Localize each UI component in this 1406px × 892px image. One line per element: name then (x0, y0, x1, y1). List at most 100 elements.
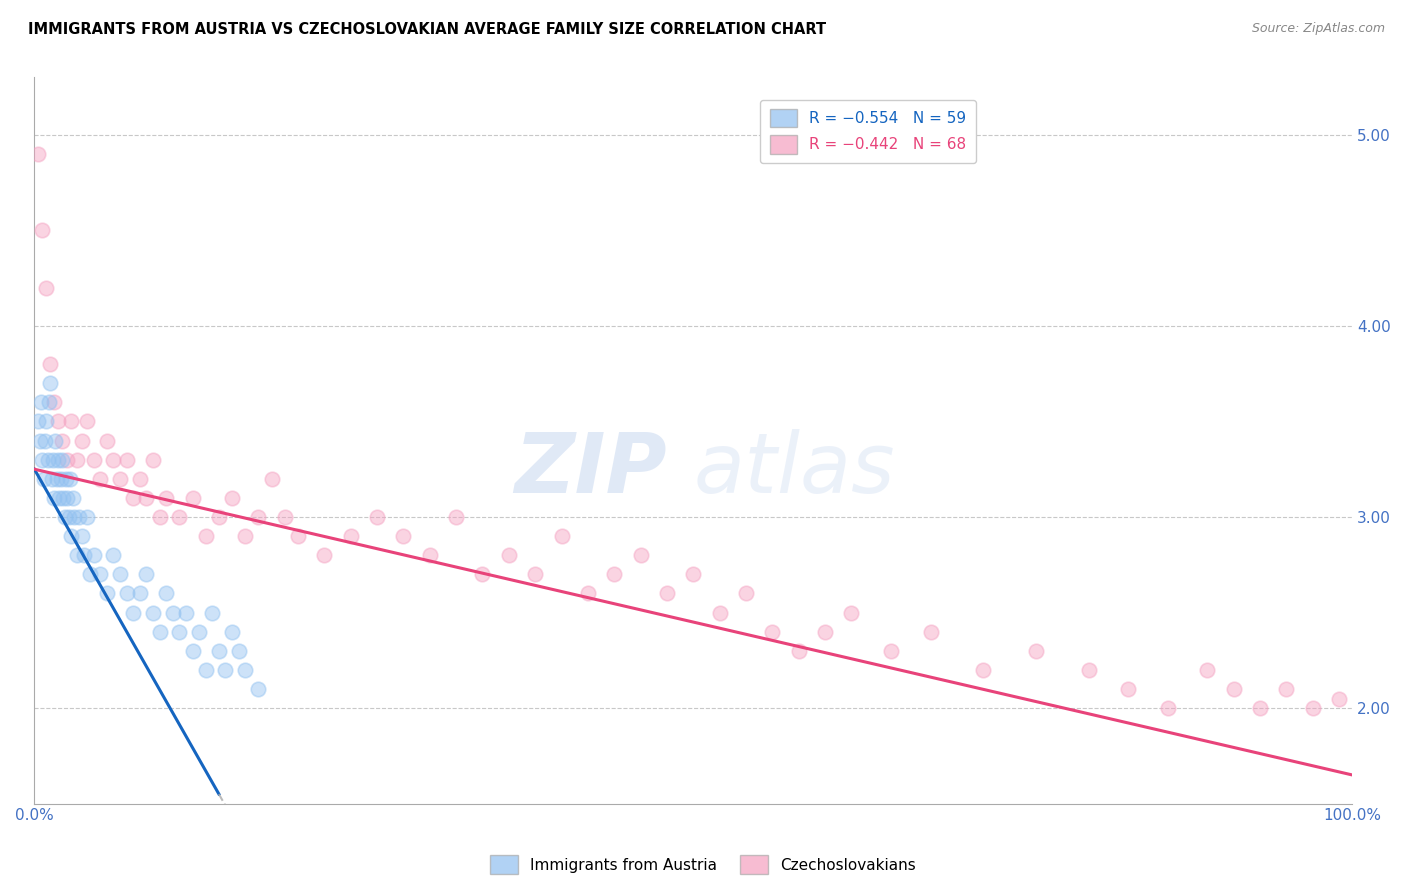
Point (51, 434, 73, 448)
Point (148, 510, 170, 524)
Point (60, 414, 83, 428)
Point (419, 548, 441, 562)
Point (1302, 701, 1324, 715)
Point (53, 510, 76, 524)
Point (524, 567, 547, 582)
Point (880, 644, 903, 658)
Point (761, 624, 783, 639)
Point (155, 491, 177, 505)
Point (142, 452, 165, 467)
Text: Source: ZipAtlas.com: Source: ZipAtlas.com (1251, 22, 1385, 36)
Point (201, 606, 224, 620)
Point (76, 510, 98, 524)
Point (44, 395, 66, 409)
Point (65, 548, 87, 562)
Legend: R = −0.554   N = 59, R = −0.442   N = 68: R = −0.554 N = 59, R = −0.442 N = 68 (761, 100, 976, 163)
Point (115, 452, 138, 467)
Point (38, 395, 60, 409)
Text: atlas: atlas (693, 429, 896, 510)
Point (56, 452, 79, 467)
Point (1275, 681, 1298, 696)
Point (142, 606, 165, 620)
Point (233, 529, 256, 543)
Point (188, 624, 211, 639)
Point (148, 624, 170, 639)
Point (221, 624, 243, 639)
Point (1327, 691, 1350, 706)
Point (709, 606, 731, 620)
Point (83, 548, 105, 562)
Point (181, 644, 204, 658)
Point (103, 548, 125, 562)
Point (181, 491, 204, 505)
Point (46, 414, 69, 428)
Point (392, 529, 415, 543)
Point (169, 510, 191, 524)
Point (630, 548, 652, 562)
Point (37, 452, 59, 467)
Point (70, 529, 93, 543)
Point (34, 434, 56, 448)
Point (260, 472, 283, 486)
Point (135, 567, 157, 582)
Point (73, 548, 96, 562)
Point (972, 663, 994, 677)
Point (471, 567, 494, 582)
Point (787, 644, 810, 658)
Point (52, 491, 75, 505)
Point (39, 357, 62, 371)
Point (841, 606, 863, 620)
Point (32, 472, 55, 486)
Point (339, 529, 361, 543)
Point (214, 663, 236, 677)
Point (135, 491, 157, 505)
Point (56, 491, 79, 505)
Point (41, 472, 63, 486)
Point (70, 434, 93, 448)
Point (58, 510, 80, 524)
Text: ZIP: ZIP (515, 429, 666, 510)
Point (42, 452, 65, 467)
Point (208, 510, 231, 524)
Point (60, 529, 83, 543)
Point (1025, 644, 1047, 658)
Point (1116, 681, 1139, 696)
Point (103, 452, 125, 467)
Point (115, 586, 138, 600)
Point (62, 491, 84, 505)
Point (31, 223, 53, 237)
Point (1157, 701, 1180, 715)
Point (735, 586, 758, 600)
Point (49, 472, 72, 486)
Point (287, 529, 309, 543)
Point (48, 491, 70, 505)
Point (1077, 663, 1099, 677)
Point (194, 663, 217, 677)
Point (1249, 701, 1271, 715)
Point (155, 586, 177, 600)
Point (920, 624, 942, 639)
Point (108, 472, 131, 486)
Point (603, 567, 626, 582)
Point (228, 644, 250, 658)
Point (233, 663, 256, 677)
Point (44, 434, 66, 448)
Point (128, 586, 150, 600)
Point (247, 510, 270, 524)
Point (59, 472, 82, 486)
Point (655, 586, 678, 600)
Point (55, 472, 77, 486)
Point (122, 491, 145, 505)
Point (39, 376, 62, 391)
Point (51, 452, 73, 467)
Point (247, 681, 270, 696)
Point (444, 510, 467, 524)
Point (79, 567, 101, 582)
Point (67, 510, 90, 524)
Point (221, 491, 243, 505)
Point (366, 510, 388, 524)
Point (169, 624, 191, 639)
Point (1222, 681, 1244, 696)
Point (63, 510, 86, 524)
Point (30, 395, 52, 409)
